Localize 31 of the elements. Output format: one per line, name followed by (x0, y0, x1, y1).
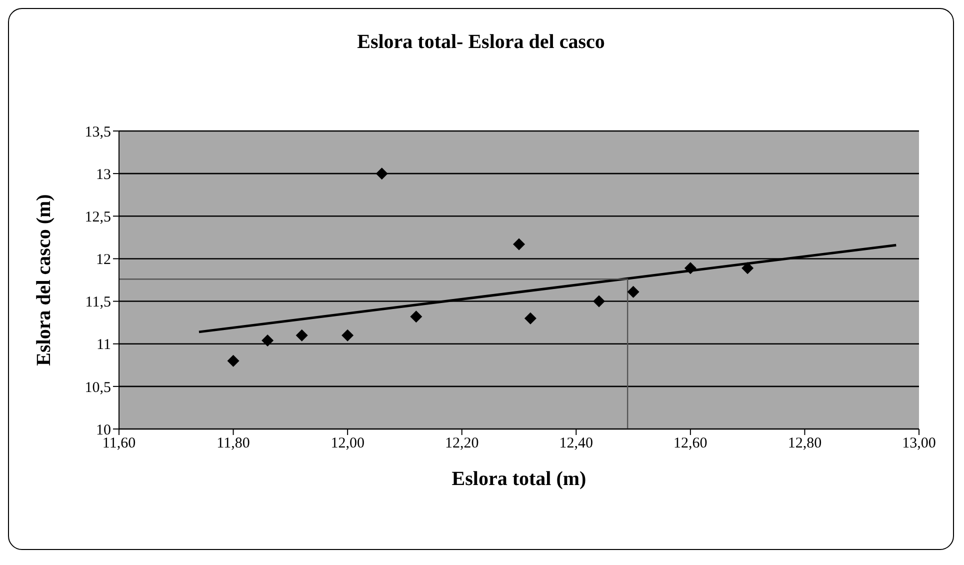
x-tick-label: 13,00 (902, 436, 936, 452)
x-tick-label: 12,60 (674, 436, 708, 452)
y-tick-label: 10 (96, 422, 111, 438)
x-axis-title: Eslora total (m) (452, 468, 586, 490)
point (227, 354, 240, 367)
x-tick-label: 12,20 (444, 436, 479, 452)
point (524, 312, 536, 324)
point (593, 295, 605, 308)
x-tick-label: 12,40 (559, 436, 594, 452)
y-tick-label: 10,5 (84, 380, 111, 396)
y-tick-label: 13 (96, 166, 111, 183)
y-tick-label: 12 (96, 252, 111, 268)
y-tick-label: 12,5 (84, 209, 111, 226)
point (742, 262, 754, 274)
x-tick-label: 12,80 (788, 436, 822, 452)
point (410, 310, 422, 323)
point (262, 334, 274, 346)
point (684, 262, 696, 274)
x-tick-label: 11,80 (216, 436, 250, 452)
point (342, 329, 354, 342)
x-tick-label: 12,00 (330, 436, 364, 452)
point (296, 329, 308, 342)
x-tick-label: 11,60 (102, 436, 136, 452)
y-tick-label: 13,5 (84, 124, 111, 140)
y-tick-label: 11,5 (85, 294, 111, 311)
point (627, 286, 640, 298)
point (513, 238, 525, 250)
chart-title: Eslora total- Eslora del casco (356, 31, 606, 54)
y-axis-title: Eslora del casco (m) (33, 194, 56, 366)
point (376, 168, 388, 180)
y-tick-label: 11 (96, 337, 111, 354)
